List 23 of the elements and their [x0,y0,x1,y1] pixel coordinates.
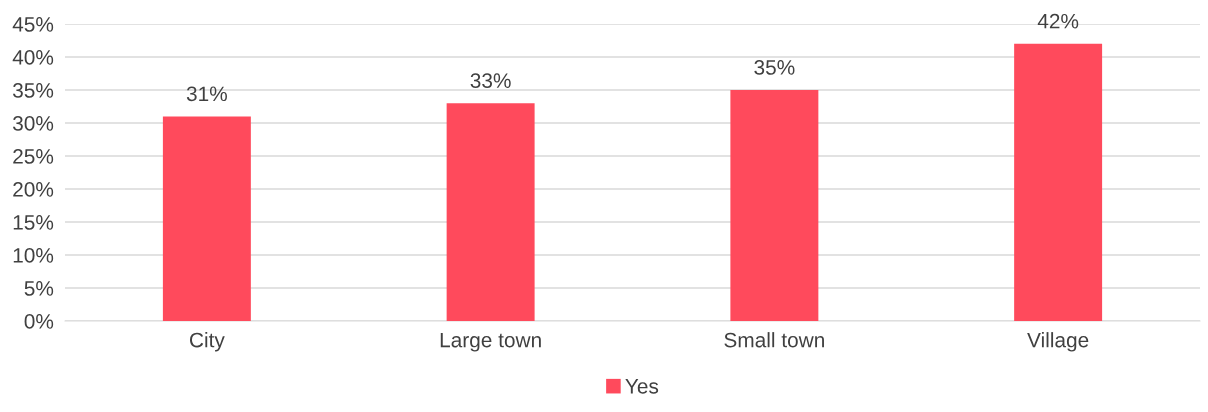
y-tick-label: 10% [13,248,54,263]
y-tick-label: 5% [24,281,54,296]
x-tick-label: Small town [724,332,824,348]
x-tick-label: Large town [440,332,541,352]
legend-label: Yes [625,379,659,394]
y-tick-label: 45% [12,17,54,32]
y-tick-label: 30% [12,116,54,131]
bar [162,116,251,321]
text: 33% [470,73,511,88]
text: 42% [1037,13,1079,29]
y-tick-label: 35% [12,83,54,98]
y-tick-label: 20% [13,182,54,197]
y-tick-label: 0% [24,314,54,329]
y-tick-label: 15% [13,215,54,230]
y-tick-label: 40% [12,50,54,65]
text: 31% [186,86,227,102]
y-tick-label: 25% [13,149,54,164]
bar [730,90,819,321]
bar [446,103,535,321]
text: 35% [754,60,795,75]
bar [1014,43,1103,321]
x-tick-label: City [189,332,225,352]
x-tick-label: Village [1027,332,1089,352]
